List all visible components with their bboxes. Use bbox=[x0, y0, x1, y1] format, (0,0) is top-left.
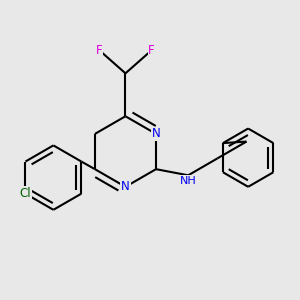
Text: NH: NH bbox=[180, 176, 196, 186]
Text: F: F bbox=[96, 44, 103, 57]
Text: Cl: Cl bbox=[20, 187, 31, 200]
Text: N: N bbox=[152, 128, 160, 140]
Text: N: N bbox=[121, 180, 130, 193]
Text: F: F bbox=[148, 44, 155, 57]
